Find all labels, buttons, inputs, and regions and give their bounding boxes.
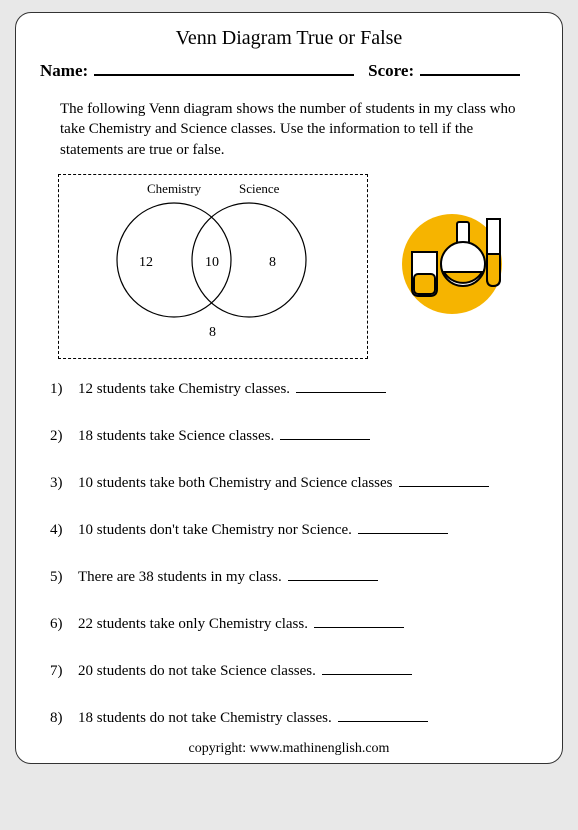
question-text: 12 students take Chemistry classes. <box>78 381 290 398</box>
chemistry-art-icon <box>392 204 512 324</box>
question-number: 2) <box>50 428 78 445</box>
venn-outside-value: 8 <box>209 325 216 341</box>
answer-line[interactable] <box>322 661 412 675</box>
question-row: 5) There are 38 students in my class. <box>50 567 538 586</box>
question-number: 5) <box>50 569 78 586</box>
name-label: Name: <box>40 61 88 81</box>
question-row: 2) 18 students take Science classes. <box>50 426 538 445</box>
question-text: 10 students don't take Chemistry nor Sci… <box>78 522 352 539</box>
venn-diagram-box: Chemistry Science 12 10 8 8 <box>58 174 368 359</box>
worksheet-page: Venn Diagram True or False Name: Score: … <box>15 12 563 764</box>
question-number: 3) <box>50 475 78 492</box>
header-row: Name: Score: <box>40 58 538 81</box>
answer-line[interactable] <box>296 379 386 393</box>
question-number: 1) <box>50 381 78 398</box>
venn-left-value: 12 <box>139 255 153 271</box>
question-text: 20 students do not take Science classes. <box>78 663 316 680</box>
question-text: There are 38 students in my class. <box>78 569 282 586</box>
question-row: 1) 12 students take Chemistry classes. <box>50 379 538 398</box>
venn-right-label: Science <box>239 181 279 197</box>
copyright-text: copyright: www.mathinenglish.com <box>40 741 538 757</box>
venn-left-label: Chemistry <box>147 181 201 197</box>
name-input-line[interactable] <box>94 58 354 76</box>
question-text: 18 students do not take Chemistry classe… <box>78 710 332 727</box>
question-number: 8) <box>50 710 78 727</box>
answer-line[interactable] <box>338 708 428 722</box>
question-row: 4) 10 students don't take Chemistry nor … <box>50 520 538 539</box>
question-text: 10 students take both Chemistry and Scie… <box>78 475 393 492</box>
question-text: 18 students take Science classes. <box>78 428 274 445</box>
diagram-row: Chemistry Science 12 10 8 8 <box>58 174 538 359</box>
score-input-line[interactable] <box>420 58 520 76</box>
answer-line[interactable] <box>399 473 489 487</box>
answer-line[interactable] <box>314 614 404 628</box>
score-label: Score: <box>368 61 414 81</box>
question-row: 7) 20 students do not take Science class… <box>50 661 538 680</box>
page-title: Venn Diagram True or False <box>40 27 538 50</box>
question-row: 3) 10 students take both Chemistry and S… <box>50 473 538 492</box>
answer-line[interactable] <box>280 426 370 440</box>
instructions-text: The following Venn diagram shows the num… <box>60 99 524 160</box>
answer-line[interactable] <box>358 520 448 534</box>
question-row: 8) 18 students do not take Chemistry cla… <box>50 708 538 727</box>
venn-intersection-value: 10 <box>205 255 219 271</box>
question-number: 4) <box>50 522 78 539</box>
venn-right-value: 8 <box>269 255 276 271</box>
question-row: 6) 22 students take only Chemistry class… <box>50 614 538 633</box>
question-number: 7) <box>50 663 78 680</box>
questions-list: 1) 12 students take Chemistry classes. 2… <box>50 379 538 727</box>
answer-line[interactable] <box>288 567 378 581</box>
question-number: 6) <box>50 616 78 633</box>
question-text: 22 students take only Chemistry class. <box>78 616 308 633</box>
